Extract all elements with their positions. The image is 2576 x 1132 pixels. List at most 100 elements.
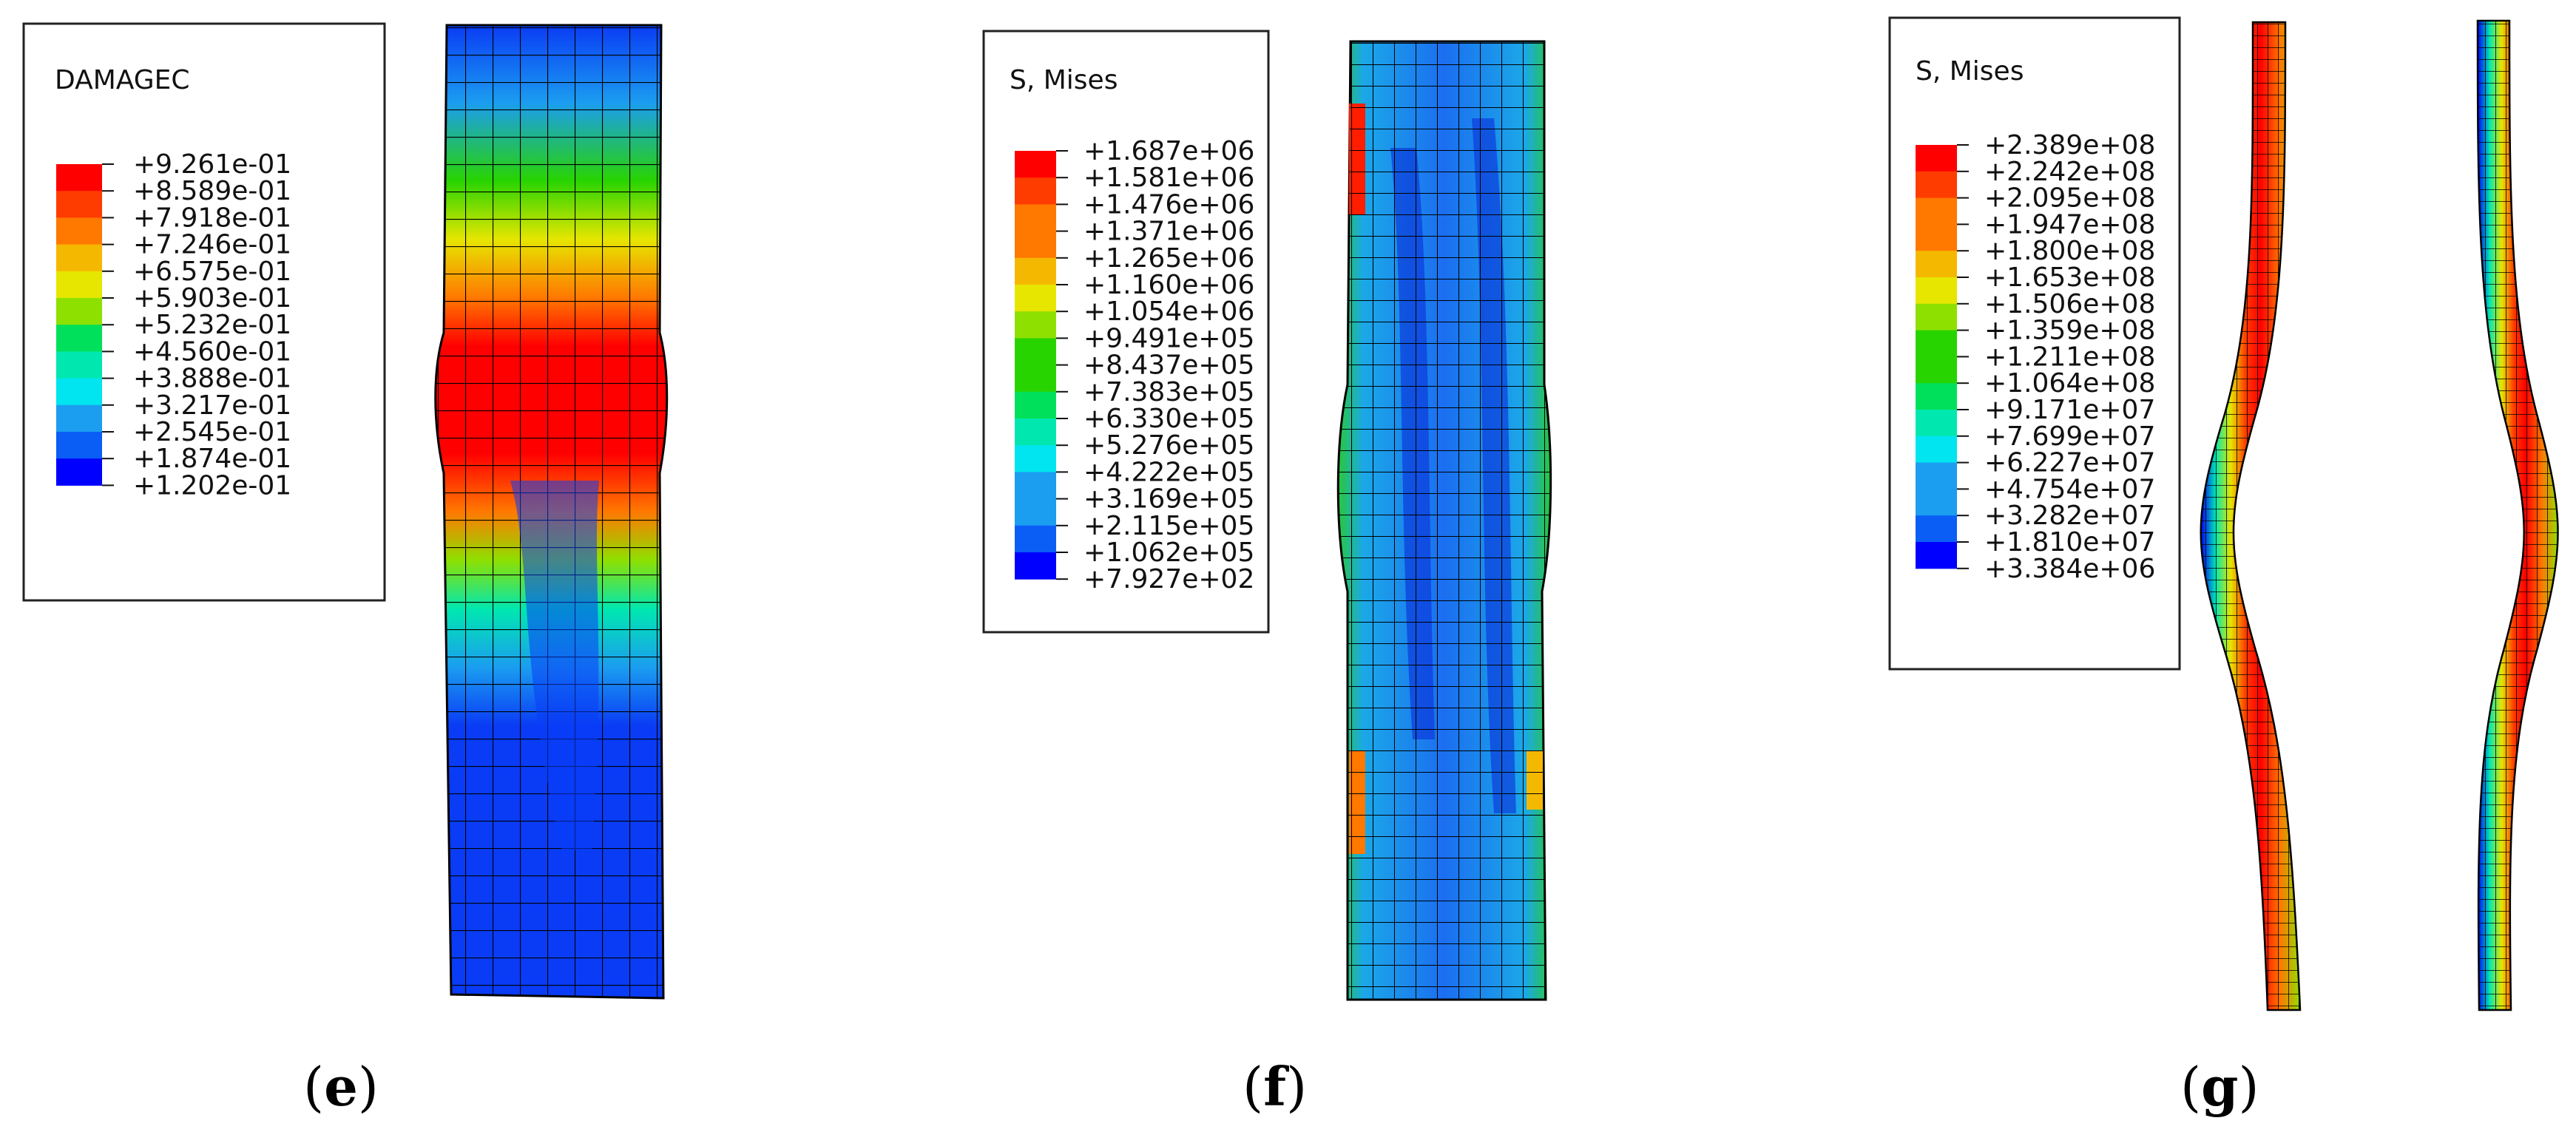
legend-value: +9.491e+05 (1084, 323, 1254, 353)
legend-value: +1.506e+08 (1984, 289, 2155, 319)
legend-swatch (1015, 552, 1056, 580)
legend-value: +5.232e-01 (133, 310, 291, 340)
legend-swatch (1015, 151, 1056, 178)
legend-swatch (56, 458, 102, 486)
legend-swatch (1015, 418, 1056, 446)
legend-value: +7.699e+07 (1984, 421, 2155, 452)
legend-value: +9.261e-01 (133, 149, 291, 180)
legend-swatch (56, 244, 102, 272)
legend-swatch (1916, 251, 1957, 278)
legend-swatch (1916, 197, 1957, 225)
legend-value: +6.330e+05 (1084, 404, 1254, 434)
legend-swatch (1015, 365, 1056, 393)
legend-swatch (1916, 171, 1957, 199)
legend-swatch (1015, 498, 1056, 526)
legend-swatch (1015, 391, 1056, 419)
legend-value: +2.545e-01 (133, 417, 291, 447)
legend-swatch (56, 217, 102, 245)
legend-swatch (1015, 177, 1056, 205)
legend-value: +1.653e+08 (1984, 262, 2155, 293)
legend-title: S, Mises (1010, 65, 1118, 95)
legend-color-scale: +9.261e-01+8.589e-01+7.918e-01+7.246e-01… (56, 149, 291, 501)
legend-swatch (56, 164, 102, 192)
panel-g: S, Mises +2.389e+08+2.242e+08+2.095e+08+… (1888, 16, 2559, 1118)
legend-value: +1.202e-01 (133, 470, 291, 501)
legend-swatch (56, 404, 102, 433)
legend-value: +4.560e-01 (133, 336, 291, 367)
legend-swatch (1916, 462, 1957, 489)
legend-value: +2.115e+05 (1084, 511, 1254, 541)
legend-value: +3.217e-01 (133, 390, 291, 421)
legend-value: +1.947e+08 (1984, 209, 2155, 240)
legend-swatch (1916, 224, 1957, 251)
legend-value: +1.800e+08 (1984, 236, 2155, 266)
legend-title: S, Mises (1916, 56, 2024, 87)
legend-swatch (1916, 515, 1957, 543)
panel-label-e: (e) (303, 1055, 379, 1118)
legend-swatch (1916, 303, 1957, 331)
legend-swatch (56, 271, 102, 299)
legend-swatch (1916, 145, 1957, 172)
legend-value: +6.227e+07 (1984, 448, 2155, 478)
damage-lobe (510, 481, 599, 850)
legend-value: +1.359e+08 (1984, 316, 2155, 346)
legend-swatch (56, 298, 102, 325)
legend-swatch (1015, 525, 1056, 553)
legend-value: +1.371e+06 (1084, 217, 1254, 247)
legend-swatch (56, 378, 102, 406)
legend-value: +1.064e+08 (1984, 368, 2155, 399)
legend-value: +7.927e+02 (1084, 564, 1254, 594)
legend-value: +2.242e+08 (1984, 157, 2155, 187)
legend-swatch (1015, 338, 1056, 366)
legend-swatch (1916, 489, 1957, 516)
legend-swatch (1015, 257, 1056, 285)
legend-value: +3.282e+07 (1984, 501, 2155, 531)
legend-value: +3.169e+05 (1084, 484, 1254, 515)
legend-value: +1.476e+06 (1084, 189, 1254, 220)
legend-value: +3.384e+06 (1984, 554, 2155, 584)
legend-value: +1.211e+08 (1984, 342, 2155, 372)
legend-value: +4.754e+07 (1984, 474, 2155, 504)
legend-value: +1.265e+06 (1084, 243, 1254, 274)
legend-value: +5.276e+05 (1084, 430, 1254, 461)
legend-value: +7.383e+05 (1084, 377, 1254, 407)
legend-value: +1.160e+06 (1084, 270, 1254, 300)
legend-swatch (1015, 472, 1056, 500)
legend-color-scale: +2.389e+08+2.242e+08+2.095e+08+1.947e+08… (1916, 130, 2155, 584)
legend-swatch (56, 325, 102, 352)
legend-title: DAMAGEC (55, 65, 190, 95)
legend-value: +1.874e-01 (133, 444, 291, 474)
legend-value: +2.389e+08 (1984, 130, 2155, 160)
legend-swatch (1015, 204, 1056, 232)
legend-value: +6.575e-01 (133, 257, 291, 287)
legend-value: +7.246e-01 (133, 230, 291, 260)
panel-label-g: (g) (2180, 1055, 2259, 1118)
legend-value: +5.903e-01 (133, 283, 291, 313)
legend-swatch (1015, 445, 1056, 472)
legend-value: +2.095e+08 (1984, 183, 2155, 214)
panel-f: S, Mises +1.687e+06+1.581e+06+1.476e+06+… (982, 30, 1552, 1118)
legend-swatch (1916, 542, 1957, 569)
legend-swatch (1015, 231, 1056, 259)
legend-swatch (1916, 330, 1957, 357)
legend-swatch (1015, 311, 1056, 339)
panel-e: DAMAGEC +9.261e-01+8.589e-01+7.918e-01+7… (22, 22, 669, 1118)
legend-swatch (1916, 383, 1957, 410)
legend-value: +1.062e+05 (1084, 538, 1254, 568)
legend-value: +8.437e+05 (1084, 350, 1254, 381)
legend-value: +3.888e-01 (133, 364, 291, 394)
legend-value: +1.054e+06 (1084, 296, 1254, 327)
legend-value: +7.918e-01 (133, 203, 291, 233)
legend-swatch (1015, 285, 1056, 312)
legend-swatch (1916, 435, 1957, 464)
legend-value: +1.810e+07 (1984, 527, 2155, 557)
legend-swatch (1916, 410, 1957, 437)
legend-value: +9.171e+07 (1984, 395, 2155, 425)
legend-value: +4.222e+05 (1084, 457, 1254, 487)
legend-swatch (56, 351, 102, 379)
legend-swatch (1916, 277, 1957, 305)
legend-swatch (56, 191, 102, 218)
panel-label-f: (f) (1243, 1055, 1307, 1118)
legend-value: +1.687e+06 (1084, 136, 1254, 166)
